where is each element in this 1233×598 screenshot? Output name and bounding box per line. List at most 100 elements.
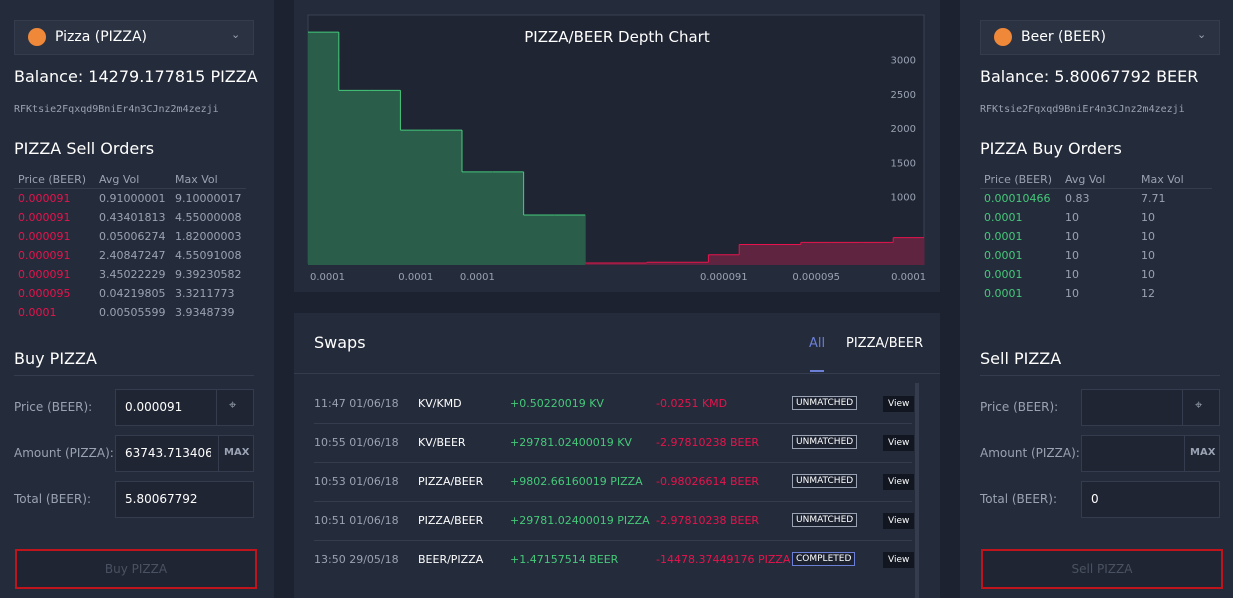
depth-step	[308, 32, 340, 265]
x-tick-label: 0.000095	[792, 272, 840, 283]
separator	[218, 435, 219, 472]
field-label: Price (BEER):	[980, 400, 1059, 414]
row-divider	[314, 540, 912, 541]
input[interactable]	[115, 481, 254, 518]
view-button[interactable]: View	[883, 396, 915, 412]
depth-step	[893, 237, 925, 265]
order-cell: 0.000095	[18, 287, 71, 300]
depth-step	[616, 262, 648, 265]
coin-icon	[994, 28, 1012, 46]
row-divider	[314, 423, 912, 424]
input[interactable]	[1081, 481, 1220, 518]
view-button[interactable]: View	[883, 513, 915, 529]
order-cell: 0.000091	[18, 192, 71, 205]
orders-header: Price (BEER)	[984, 173, 1053, 186]
amount-out: -2.97810238 BEER	[656, 514, 760, 527]
order-cell: 4.55091008	[175, 249, 242, 262]
coin-select[interactable]	[14, 20, 254, 55]
depth-step	[646, 262, 679, 265]
x-tick-label: 0.0001	[891, 272, 926, 283]
order-cell: 1.82000003	[175, 230, 242, 243]
chart-title: PIZZA/BEER Depth Chart	[524, 28, 710, 46]
order-cell: 9.10000017	[175, 192, 242, 205]
input[interactable]	[115, 389, 254, 426]
x-tick-label: 0.0001	[398, 272, 433, 283]
x-tick-label: 0.0001	[310, 272, 345, 283]
time: 10:51 01/06/18	[314, 514, 399, 527]
depth-step	[800, 242, 833, 265]
view-button[interactable]: View	[883, 552, 915, 568]
order-cell: 4.55000008	[175, 211, 242, 224]
order-cell: 7.71	[1141, 192, 1166, 205]
coin-name: Beer (BEER)	[1021, 29, 1106, 45]
order-cell: 0.000091	[18, 230, 71, 243]
order-cell: 3.45022229	[99, 268, 166, 281]
order-cell: 0.83	[1065, 192, 1090, 205]
view-button[interactable]: View	[883, 435, 915, 451]
balance: Balance: 5.80067792 BEER	[980, 67, 1199, 86]
chevron: ⌄	[1197, 28, 1207, 41]
view-button[interactable]: View	[883, 474, 915, 490]
input[interactable]	[115, 435, 254, 472]
order-cell: 10	[1065, 211, 1079, 224]
y2-tick-label: 2500	[891, 90, 916, 101]
orders-header: Price (BEER)	[18, 173, 87, 186]
amount-out: -0.0251 KMD	[656, 397, 728, 410]
time: 13:50 29/05/18	[314, 553, 399, 566]
field-label: Total (BEER):	[980, 492, 1057, 506]
order-cell: 0.000091	[18, 211, 71, 224]
divider	[294, 373, 940, 374]
action-button[interactable]: Buy PIZZA	[15, 549, 257, 589]
address: RFKtsie2Fqxqd9BniEr4n3CJnz2m4zezji	[14, 104, 219, 115]
chevron: ⌄	[231, 28, 241, 41]
amount-out: -14478.37449176 PIZZA	[656, 553, 791, 566]
crosshair-icon: ⌖	[229, 398, 237, 413]
pair: PIZZA/BEER	[418, 475, 484, 488]
crosshair-icon: ⌖	[1195, 398, 1203, 413]
input[interactable]	[1081, 435, 1220, 472]
divider	[14, 188, 246, 189]
order-cell: 0.0001	[18, 306, 57, 319]
depth-step	[431, 130, 463, 265]
time: 10:53 01/06/18	[314, 475, 399, 488]
tab-underline	[810, 370, 824, 372]
order-cell: 10	[1141, 230, 1155, 243]
y2-tick-label: 3000	[891, 56, 916, 67]
swaps-panel	[294, 313, 940, 598]
amount-out: -2.97810238 BEER	[656, 436, 760, 449]
divider	[980, 375, 1220, 376]
row-divider	[314, 501, 912, 502]
status: UNMATCHED	[792, 474, 858, 488]
tab[interactable]: All	[809, 336, 826, 351]
coin-select[interactable]	[980, 20, 1220, 55]
pair: BEER/PIZZA	[418, 553, 484, 566]
y2-tick-label: 1000	[891, 193, 916, 204]
depth-step	[862, 242, 894, 265]
max-button[interactable]: MAX	[1190, 447, 1216, 458]
depth-step	[831, 242, 863, 265]
order-cell: 0.05006274	[99, 230, 166, 243]
max-button[interactable]: MAX	[224, 447, 250, 458]
depth-step	[400, 130, 432, 265]
tab[interactable]: PIZZA/BEER	[846, 336, 924, 351]
field-label: Amount (PIZZA):	[980, 446, 1080, 460]
order-cell: 10	[1065, 230, 1079, 243]
action-button[interactable]: Sell PIZZA	[981, 549, 1223, 589]
order-cell: 0.43401813	[99, 211, 166, 224]
form-title: Sell PIZZA	[980, 349, 1062, 368]
order-cell: 0.0001	[984, 230, 1023, 243]
order-cell: 9.39230582	[175, 268, 242, 281]
depth-step	[462, 171, 494, 265]
input-value: 0	[1091, 492, 1099, 506]
amount-out: -0.98026614 BEER	[656, 475, 760, 488]
depth-step	[523, 215, 555, 265]
orders-header: Avg Vol	[99, 173, 140, 186]
order-cell: 0.0001	[984, 268, 1023, 281]
input[interactable]	[1081, 389, 1220, 426]
order-cell: 10	[1141, 268, 1155, 281]
order-cell: 0.91000001	[99, 192, 166, 205]
order-cell: 10	[1065, 268, 1079, 281]
input-value: 63743.713406	[125, 446, 211, 460]
time: 10:55 01/06/18	[314, 436, 399, 449]
